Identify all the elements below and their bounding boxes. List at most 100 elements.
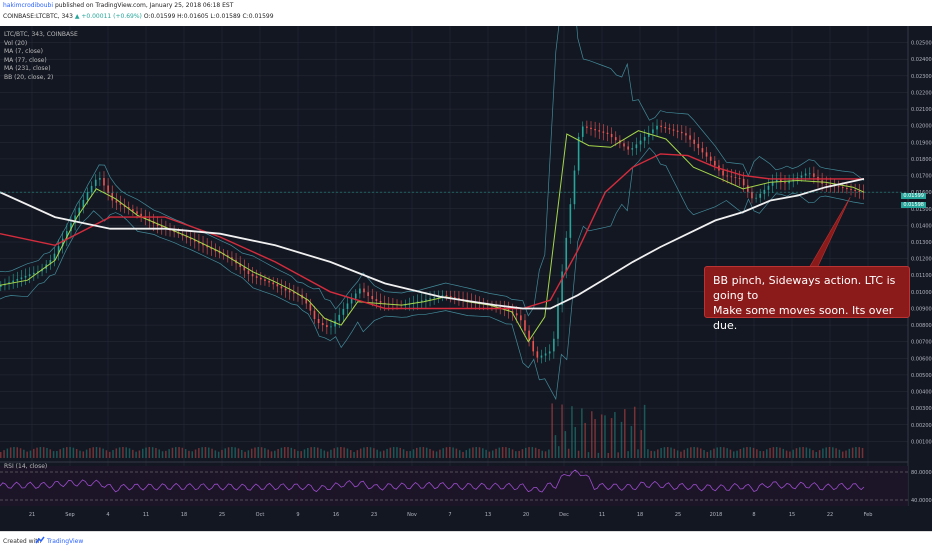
volume-bar xyxy=(673,448,676,458)
volume-bar xyxy=(270,451,273,458)
volume-bar xyxy=(650,450,652,458)
volume-bar xyxy=(297,450,299,458)
volume-bar xyxy=(445,447,448,458)
candle-body xyxy=(685,133,687,136)
volume-bar xyxy=(779,447,781,458)
legend-ma231[interactable]: MA (231, close) xyxy=(4,65,51,72)
legend-ma77[interactable]: MA (77, close) xyxy=(4,56,47,64)
volume-bar xyxy=(125,447,127,458)
volume-bar xyxy=(544,451,547,458)
rsi-line xyxy=(0,469,865,493)
volume-bar xyxy=(581,408,583,458)
volume-bar xyxy=(818,450,821,458)
volume-bar xyxy=(326,451,329,458)
volume-bar xyxy=(792,449,794,458)
volume-bar xyxy=(449,447,451,458)
volume-bar xyxy=(62,447,65,458)
volume-bar xyxy=(591,411,593,458)
volume-bar xyxy=(851,447,854,458)
volume-bar xyxy=(234,447,236,458)
candle-body xyxy=(78,207,81,216)
candle-body xyxy=(697,143,700,149)
volume-bar xyxy=(491,450,494,458)
volume-bar xyxy=(211,448,213,458)
volume-bar xyxy=(861,447,864,458)
volume-bar xyxy=(766,449,768,458)
legend-ma7[interactable]: MA (7, close) xyxy=(4,48,43,55)
candle-body xyxy=(536,351,539,358)
author-link[interactable]: hakimcrodiboubi xyxy=(3,2,54,9)
y-tick-label: 0.00600 xyxy=(911,356,932,362)
candle-body xyxy=(643,136,646,141)
candle-body xyxy=(800,175,803,178)
candle-body xyxy=(342,309,345,315)
volume-bar xyxy=(472,447,474,458)
volume-bar xyxy=(316,447,319,458)
volume-bar xyxy=(432,450,435,458)
volume-bar xyxy=(594,419,596,458)
legend-symbol[interactable]: LTC/BTC, 343, COINBASE xyxy=(4,31,78,38)
volume-bar xyxy=(237,448,240,458)
volume-bar xyxy=(227,447,230,458)
tradingview-brand[interactable]: TradingView xyxy=(47,538,84,545)
candle-body xyxy=(705,152,708,157)
volume-bar xyxy=(772,447,775,458)
volume-bar xyxy=(92,447,94,458)
volume-bar xyxy=(217,451,220,458)
y-tick-label: 0.01700 xyxy=(911,174,932,180)
volume-bar xyxy=(280,447,283,458)
volume-bar xyxy=(313,447,316,458)
volume-bar xyxy=(99,447,101,458)
candle-body xyxy=(425,299,427,301)
volume-bar xyxy=(828,447,831,458)
volume-bar xyxy=(293,449,296,458)
volume-bar xyxy=(465,450,468,458)
candle-body xyxy=(94,179,97,186)
volume-bar xyxy=(686,448,689,458)
volume-bar xyxy=(439,449,441,458)
volume-bar xyxy=(746,447,748,458)
candle-body xyxy=(449,296,452,298)
volume-bar xyxy=(277,449,279,458)
volume-bar xyxy=(534,447,537,458)
volume-bar xyxy=(521,449,524,458)
y-tick-label: 0.00800 xyxy=(911,323,932,329)
candle-body xyxy=(581,126,584,137)
candle-body xyxy=(458,297,460,299)
candle-body xyxy=(738,178,741,179)
volume-bar xyxy=(389,447,392,458)
candle-body xyxy=(247,270,250,275)
y-tick-label: 0.01500 xyxy=(911,207,932,213)
volume-bar xyxy=(52,451,55,458)
volume-bar xyxy=(412,449,415,458)
volume-bar xyxy=(383,450,385,458)
candle-body xyxy=(701,148,704,153)
rsi-label[interactable]: RSI (14, close) xyxy=(4,463,48,470)
volume-bar xyxy=(105,450,108,458)
volume-bar xyxy=(508,448,510,458)
volume-bar xyxy=(409,451,411,458)
volume-bar xyxy=(782,448,785,458)
legend-bb[interactable]: BB (20, close, 2) xyxy=(4,73,54,81)
volume-bar xyxy=(165,450,167,458)
rsi-tick-label: 40.0000 xyxy=(911,498,932,504)
volume-bar xyxy=(198,448,200,458)
candle-body xyxy=(28,274,31,276)
candle-body xyxy=(53,253,56,261)
candle-body xyxy=(804,173,807,176)
volume-bar xyxy=(138,450,141,458)
created-with: Created with xyxy=(3,538,42,545)
x-tick-label: 25 xyxy=(675,512,681,518)
legend-vol[interactable]: Vol (20) xyxy=(4,39,28,47)
volume-bar xyxy=(366,447,369,458)
y-tick-label: 0.02300 xyxy=(911,74,932,80)
volume-bar xyxy=(564,431,567,458)
volume-bar xyxy=(373,448,375,458)
volume-bar xyxy=(171,447,174,458)
volume-bar xyxy=(118,447,121,458)
volume-bar xyxy=(148,447,151,458)
volume-bar xyxy=(307,447,309,458)
volume-bar xyxy=(257,447,260,458)
volume-bar xyxy=(356,450,359,458)
candle-body xyxy=(404,304,407,306)
